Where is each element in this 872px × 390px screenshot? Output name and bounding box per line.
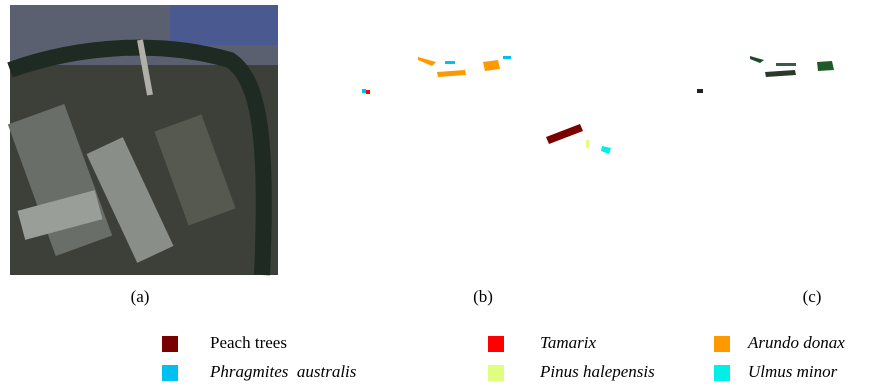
class-map-c: [697, 56, 834, 93]
legend-label: Arundo donax: [747, 333, 845, 352]
legend-swatch: [162, 365, 178, 381]
legend-swatch: [162, 336, 178, 352]
panel-label: (b): [473, 287, 493, 306]
legend-label: Tamarix: [540, 333, 597, 352]
panel-label: (c): [803, 287, 822, 306]
panel-label: (a): [131, 287, 150, 306]
aerial-image: [8, 5, 278, 275]
legend-swatch: [488, 365, 504, 381]
legend-swatch: [714, 336, 730, 352]
legend-swatch: [488, 336, 504, 352]
figure: (a) (b) (c) Peach trees Tamarix Arundo donax P…: [0, 0, 872, 390]
legend-label: Ulmus minor: [748, 362, 838, 381]
legend-swatch: [714, 365, 730, 381]
legend-label: Peach trees: [210, 333, 287, 352]
class-map-b: [362, 56, 611, 154]
legend-label: Pinus halepensis: [539, 362, 655, 381]
legend-label: Phragmites australis: [209, 362, 357, 381]
